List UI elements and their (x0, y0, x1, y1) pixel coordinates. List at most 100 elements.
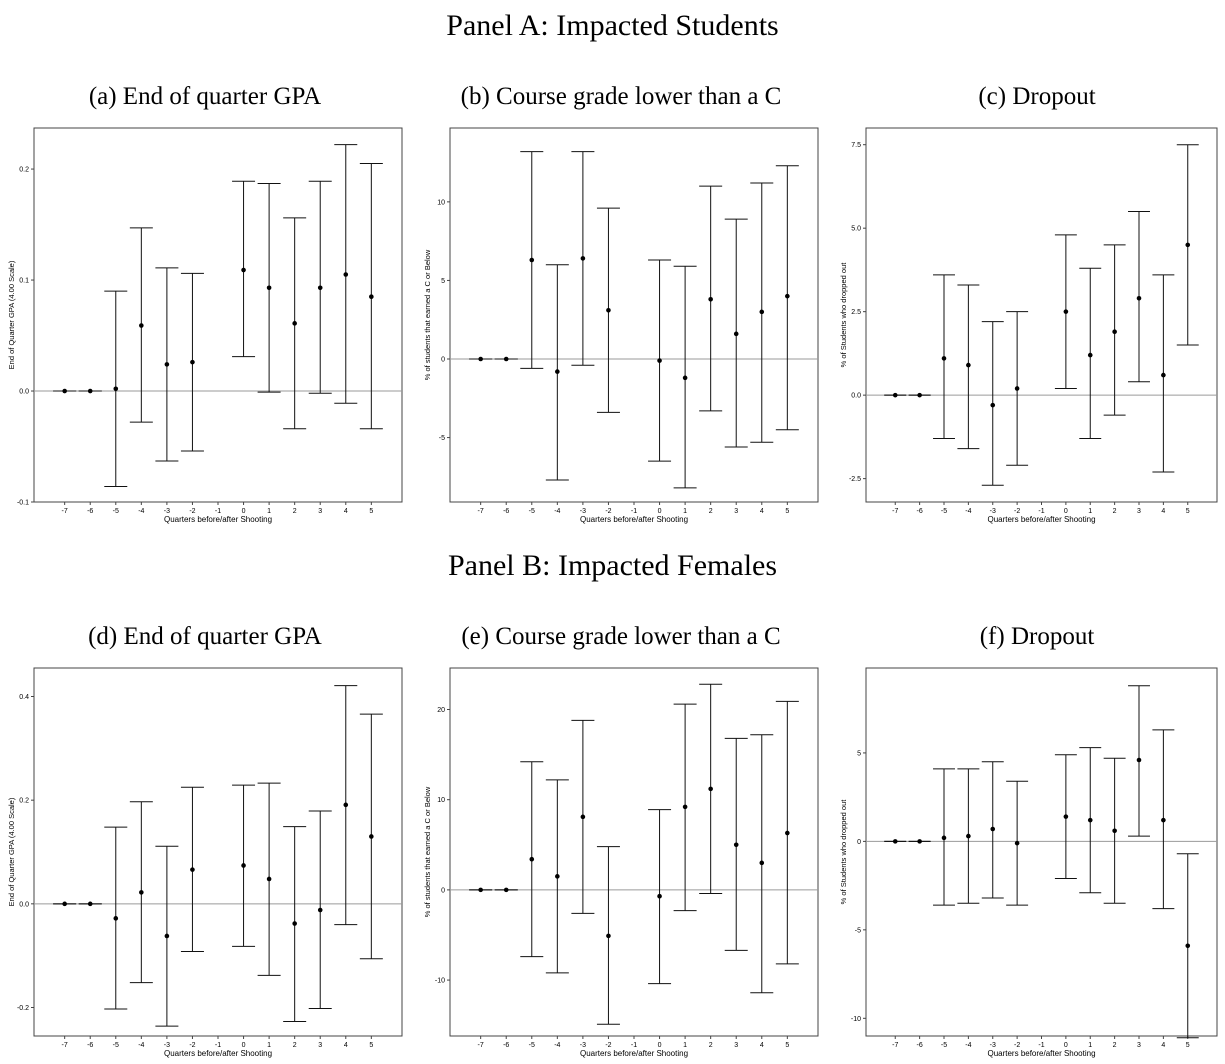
x-tick-label: 3 (318, 508, 322, 515)
point-estimate (139, 890, 144, 895)
y-axis-label: % of Students who dropped out (839, 799, 848, 905)
x-tick-label: 4 (344, 1042, 348, 1049)
x-tick-label: 1 (267, 1042, 271, 1049)
y-tick-label: 10 (437, 199, 445, 206)
y-tick-label: 10 (437, 797, 445, 804)
x-tick-label: 1 (683, 508, 687, 515)
y-tick-label: -2.5 (849, 476, 861, 483)
plot-frame (865, 127, 1218, 503)
point-estimate (529, 856, 535, 862)
x-tick-label: 3 (1137, 508, 1141, 515)
x-tick-label: 3 (1137, 1042, 1141, 1049)
point-estimate (241, 863, 246, 868)
y-tick-label: 5 (857, 750, 861, 757)
point-estimate (682, 375, 688, 381)
point-estimate (708, 786, 713, 792)
x-tick-label: -5 (941, 1042, 947, 1049)
x-tick-label: -3 (990, 1042, 996, 1049)
point-estimate (682, 804, 688, 810)
x-tick-label: 0 (242, 508, 246, 515)
y-tick-label: 0.0 (19, 901, 29, 908)
y-tick-label: 0.2 (19, 167, 29, 174)
x-tick-label: -4 (138, 508, 144, 515)
point-estimate (292, 321, 297, 326)
x-tick-label: -4 (554, 1042, 560, 1049)
x-tick-label: -7 (62, 1042, 68, 1049)
point-estimate (503, 887, 509, 893)
y-tick-label: 2.5 (851, 309, 861, 316)
x-axis-label: Quarters before/after Shooting (580, 515, 688, 524)
chart-d-title: (d) End of quarter GPA (88, 623, 322, 650)
point-estimate (266, 285, 272, 291)
x-tick-label: 2 (293, 1042, 297, 1049)
point-estimate (1063, 814, 1069, 819)
point-estimate (785, 830, 790, 836)
point-estimate (1185, 943, 1191, 949)
y-tick-label: 5 (441, 278, 445, 285)
point-estimate (164, 362, 170, 367)
point-estimate (941, 356, 947, 361)
x-tick-label: -7 (62, 508, 68, 515)
point-estimate (1014, 840, 1020, 846)
x-tick-label: 2 (1113, 1042, 1117, 1049)
y-axis-label: % of students that earned a C or Below (423, 249, 432, 380)
x-tick-label: 2 (709, 508, 713, 515)
y-tick-label: 0.0 (19, 389, 29, 396)
point-estimate (606, 933, 611, 939)
x-tick-label: 5 (1186, 1042, 1190, 1049)
y-tick-label: 0 (441, 357, 445, 364)
x-tick-label: 5 (785, 508, 789, 515)
point-estimate (1136, 757, 1142, 763)
x-tick-label: -3 (990, 508, 996, 515)
point-estimate (139, 323, 144, 328)
plot-frame (449, 667, 819, 1037)
x-tick-label: -2 (189, 508, 195, 515)
x-tick-label: -5 (941, 508, 947, 515)
point-estimate (343, 802, 349, 808)
y-axis-label: % of students that earned a C or Below (423, 786, 432, 917)
x-tick-label: 1 (683, 1042, 687, 1049)
x-tick-label: -5 (113, 508, 119, 515)
x-tick-label: 2 (293, 508, 297, 515)
x-tick-label: 5 (785, 1042, 789, 1049)
x-tick-label: -1 (631, 1042, 637, 1049)
plot-frame (449, 127, 819, 503)
point-estimate (266, 876, 272, 882)
point-estimate (113, 916, 119, 921)
point-estimate (966, 833, 971, 839)
x-tick-label: 1 (1088, 1042, 1092, 1049)
point-estimate (966, 362, 971, 368)
point-estimate (1185, 242, 1191, 248)
point-estimate (241, 267, 246, 273)
point-estimate (62, 901, 67, 907)
x-tick-label: 0 (242, 1042, 246, 1049)
chart-d-gpa: -0.2 0.0 0.2 0.4 -7 -6 -5 -4 -3 -2 -1 0 1 2 3 4 5 Quarter… (7, 667, 403, 1058)
y-tick-label: 0 (441, 887, 445, 894)
x-tick-label: 3 (734, 1042, 738, 1049)
x-tick-label: 5 (369, 508, 373, 515)
x-tick-label: -1 (631, 508, 637, 515)
x-tick-label: -4 (138, 1042, 144, 1049)
point-estimate (1161, 817, 1166, 823)
x-tick-label: -4 (965, 1042, 971, 1049)
point-estimate (62, 388, 67, 394)
point-estimate (292, 921, 297, 926)
x-tick-label: -5 (529, 508, 535, 515)
panel-a-title: Panel A: Impacted Students (446, 9, 779, 42)
x-tick-label: -1 (215, 508, 221, 515)
point-estimate (733, 331, 739, 337)
point-estimate (369, 294, 374, 299)
y-tick-label: -10 (851, 1016, 861, 1023)
point-estimate (555, 874, 560, 879)
x-tick-label: 4 (760, 1042, 764, 1049)
chart-b-title: (b) Course grade lower than a C (460, 83, 782, 110)
point-estimate (708, 296, 713, 302)
plot-frame (33, 667, 403, 1037)
x-tick-label: 3 (318, 1042, 322, 1049)
point-estimate (1161, 372, 1166, 378)
y-tick-label: -5 (855, 927, 861, 934)
point-estimate (1112, 329, 1117, 334)
point-estimate (87, 901, 93, 907)
y-tick-label: 5.0 (851, 226, 861, 233)
